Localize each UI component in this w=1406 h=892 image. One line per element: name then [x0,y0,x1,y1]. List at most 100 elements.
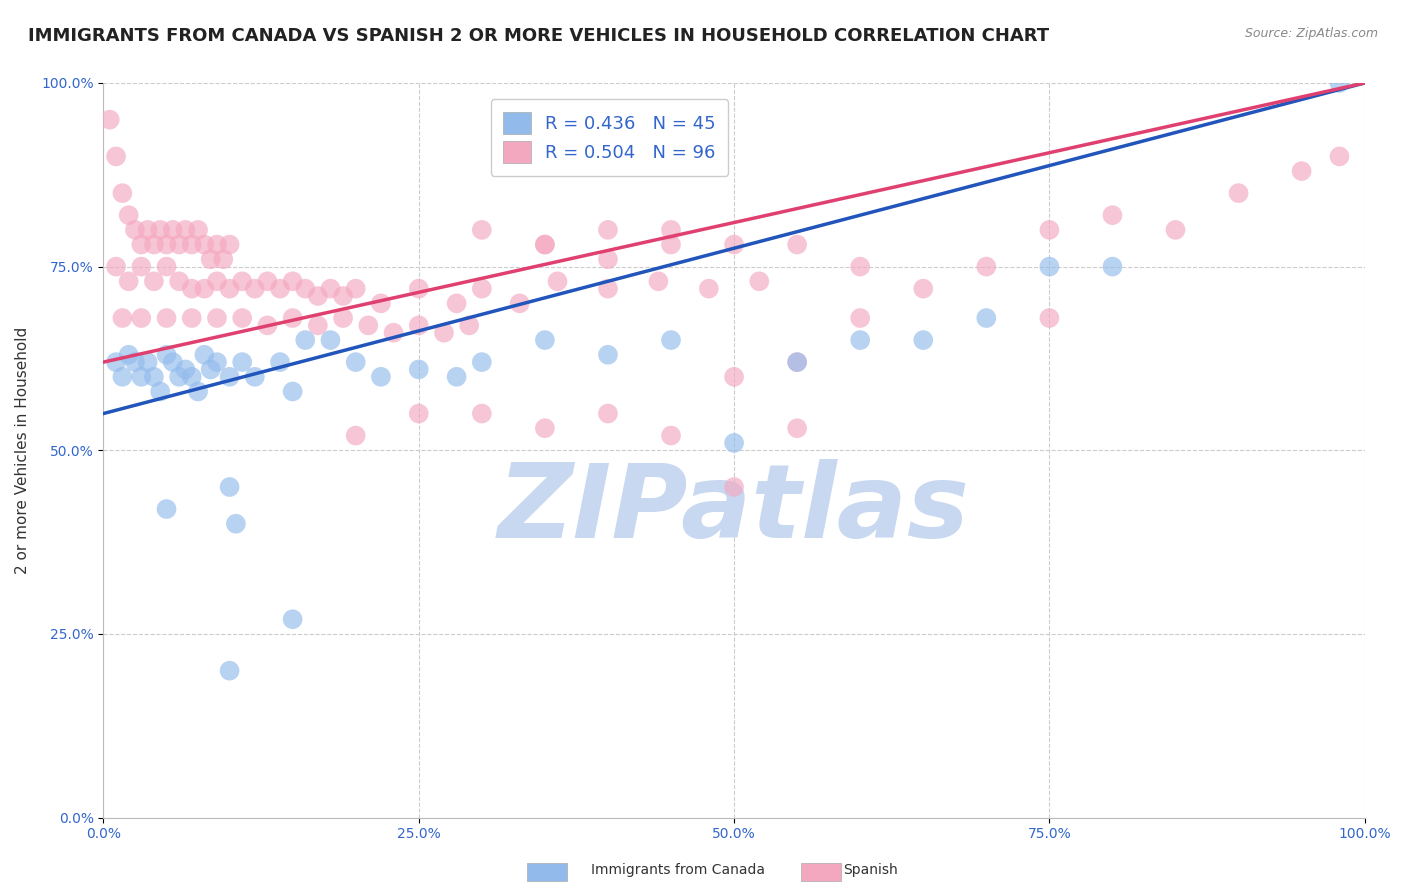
Point [332,289,354,303]
Point [332,311,354,326]
Point [912,282,935,296]
Point [534,333,557,347]
Point [534,237,557,252]
Point [155,237,177,252]
Point [200,252,222,267]
Point [218,369,240,384]
Point [269,282,291,296]
Point [193,237,215,252]
Point [162,223,184,237]
Point [205,274,228,288]
Point [256,274,278,288]
Point [786,237,808,252]
Point [1291,164,1313,178]
Point [1101,208,1123,222]
Point [124,355,146,369]
Point [105,260,128,274]
Point [723,480,745,494]
Point [976,311,998,326]
Point [723,436,745,450]
Point [446,296,468,310]
Point [205,237,228,252]
Point [408,362,430,376]
Point [647,274,669,288]
Point [1038,260,1060,274]
Point [218,237,240,252]
Point [1101,260,1123,274]
Point [1227,186,1250,201]
Point [167,369,190,384]
Point [307,318,329,333]
Point [786,355,808,369]
Point [231,311,253,326]
Point [231,355,253,369]
Point [111,311,134,326]
Point [129,260,152,274]
Y-axis label: 2 or more Vehicles in Household: 2 or more Vehicles in Household [15,326,30,574]
Point [659,237,682,252]
Point [212,252,235,267]
Point [231,274,253,288]
Point [471,355,494,369]
Point [307,289,329,303]
Point [319,333,342,347]
Point [471,407,494,421]
Point [174,362,197,376]
Point [118,348,141,362]
Point [697,282,720,296]
Point [118,208,141,222]
Point [281,612,304,626]
Point [408,282,430,296]
Point [111,369,134,384]
Point [124,223,146,237]
Point [1038,223,1060,237]
Point [243,282,266,296]
Point [723,237,745,252]
Point [155,348,177,362]
Point [382,326,405,340]
Point [446,369,468,384]
Point [105,355,128,369]
Point [534,421,557,435]
Point [98,112,121,127]
Point [458,318,481,333]
Point [471,223,494,237]
Point [281,274,304,288]
Point [174,223,197,237]
Point [205,311,228,326]
Point [912,333,935,347]
Point [129,311,152,326]
Point [408,318,430,333]
Point [142,237,165,252]
Point [243,369,266,384]
Text: Immigrants from Canada: Immigrants from Canada [591,863,765,877]
Point [547,274,569,288]
Point [149,223,172,237]
Point [344,355,367,369]
Point [659,428,682,442]
Point [118,274,141,288]
Point [218,480,240,494]
Point [129,369,152,384]
Point [187,384,209,399]
Point [167,274,190,288]
Point [281,384,304,399]
Point [748,274,770,288]
Point [596,407,619,421]
Point [187,223,209,237]
Point [162,355,184,369]
Point [509,296,531,310]
Point [357,318,380,333]
Point [136,355,159,369]
Point [129,237,152,252]
Text: Source: ZipAtlas.com: Source: ZipAtlas.com [1244,27,1378,40]
Point [723,369,745,384]
Point [596,252,619,267]
Point [408,407,430,421]
Point [294,333,316,347]
Point [256,318,278,333]
Point [319,282,342,296]
Point [180,237,202,252]
Point [193,348,215,362]
Point [849,333,872,347]
